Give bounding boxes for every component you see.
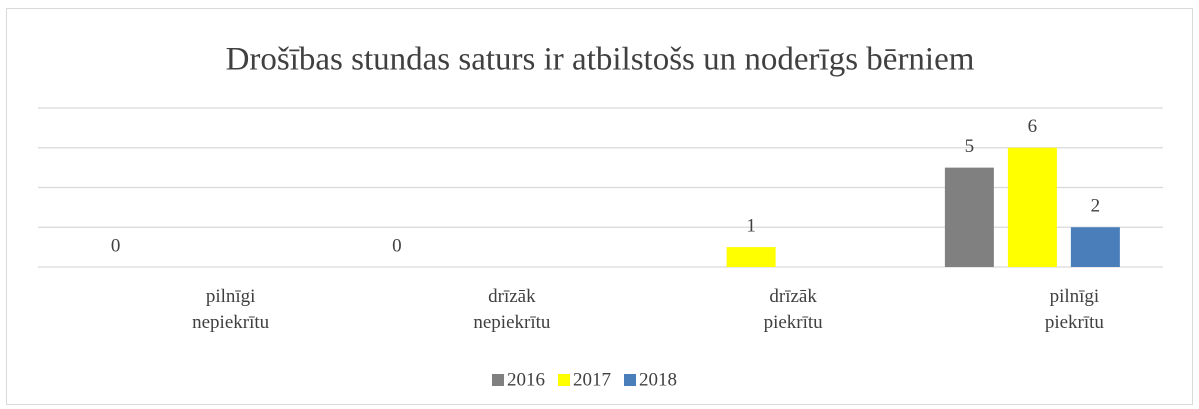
- data-label: 5: [965, 136, 975, 157]
- x-tick-label: pilnīgi nepiekrītu: [192, 286, 270, 333]
- x-tick-label-line: drīzāk: [488, 286, 536, 307]
- x-tick-label-line: piekrītu: [1045, 312, 1105, 333]
- data-label: 0: [111, 235, 121, 256]
- x-tick-label-line: drīzāk: [769, 286, 817, 307]
- legend-label: 2016: [507, 369, 545, 390]
- data-label: 1: [746, 215, 756, 236]
- chart-border: [6, 8, 1193, 405]
- x-tick-label: drīzāk piekrītu: [764, 286, 824, 333]
- bar: [1007, 147, 1057, 267]
- x-tick-label-line: pilnīgi: [206, 286, 256, 307]
- x-tick-label-line: pilnīgi: [1050, 286, 1100, 307]
- x-tick-label-line: nepiekrītu: [473, 312, 551, 333]
- x-tick-label: drīzāk nepiekrītu: [473, 286, 551, 333]
- legend-label: 2018: [639, 369, 677, 390]
- data-label: 0: [392, 235, 402, 256]
- data-label: 2: [1091, 196, 1101, 217]
- bar: [1070, 227, 1120, 267]
- x-tick-label: pilnīgi piekrītu: [1045, 286, 1105, 333]
- legend-swatch: [624, 374, 636, 386]
- bar: [944, 167, 994, 267]
- x-tick-label-line: nepiekrītu: [192, 312, 270, 333]
- legend-swatch: [492, 374, 504, 386]
- data-label: 6: [1028, 116, 1038, 137]
- legend-swatch: [558, 374, 570, 386]
- chart-title: Drošības stundas saturs ir atbilstošs un…: [226, 42, 975, 78]
- x-tick-label-line: piekrītu: [764, 312, 824, 333]
- legend-label: 2017: [573, 369, 611, 390]
- bar: [726, 247, 776, 267]
